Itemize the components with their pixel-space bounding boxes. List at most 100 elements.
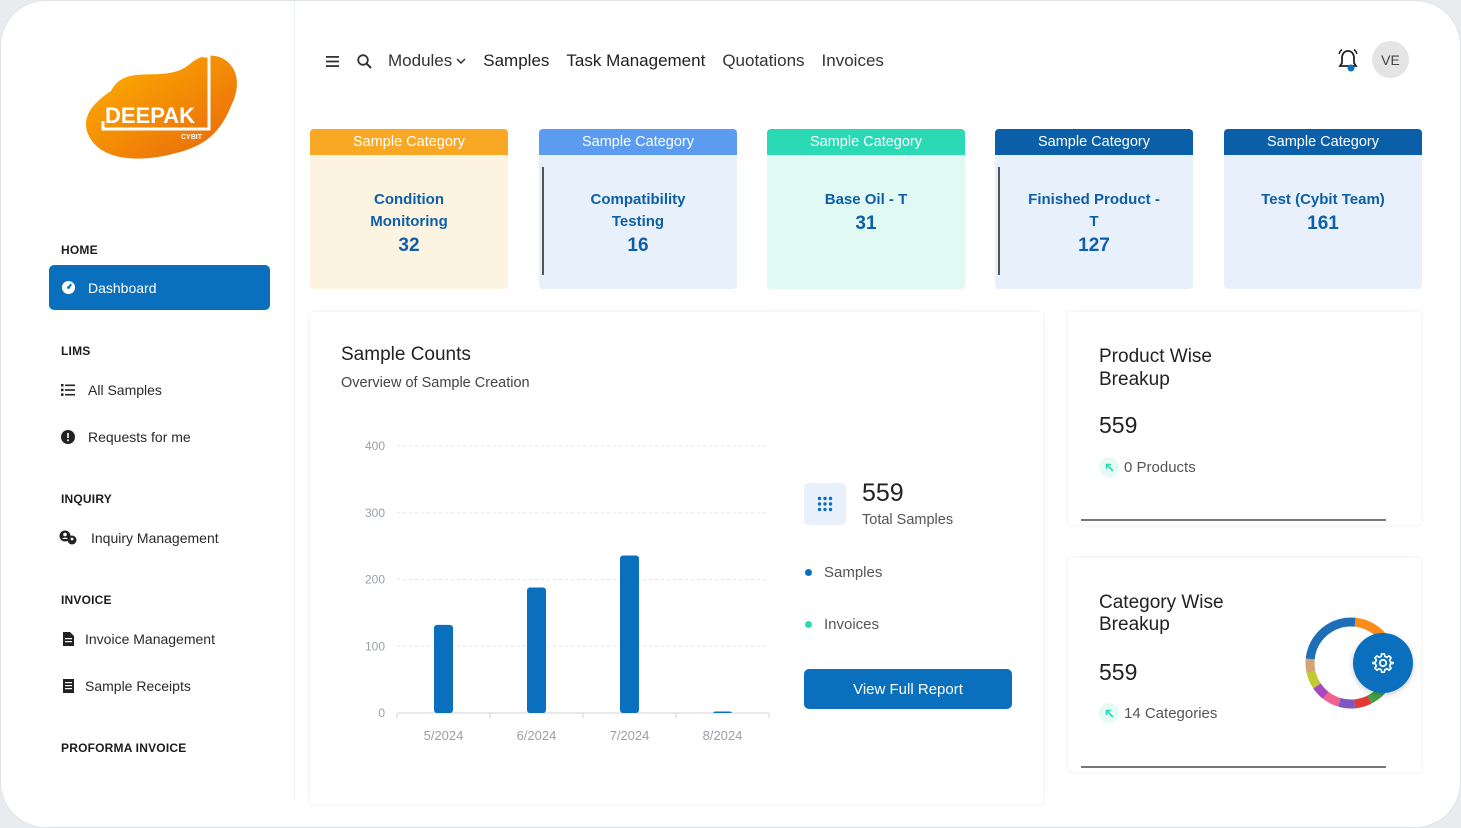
sidebar-item-label: All Samples [88,381,162,398]
section-inquiry: INQUIRY [61,492,112,506]
category-card[interactable]: Sample Category Compatibility Testing 16 [539,129,737,289]
document-icon [59,630,77,648]
y-tick-label: 100 [365,639,385,653]
receipt-icon [59,677,77,695]
section-lims: LIMS [61,344,91,358]
nav-modules-label: Modules [388,51,453,70]
category-count: 14 Categories [1099,703,1217,723]
hamburger-icon[interactable] [326,55,339,67]
nav-task-management[interactable]: Task Management [566,51,706,70]
product-breakup-total: 559 [1099,412,1138,438]
section-home: HOME [61,243,98,257]
category-card[interactable]: Sample Category Test (Cybit Team) 161 [1224,129,1422,289]
product-count: 0 Products [1099,457,1196,477]
x-tick-label: 6/2024 [517,728,557,743]
arrow-up-left-icon [1099,457,1119,477]
bar [434,624,453,713]
category-name: Base Oil - T [824,191,908,208]
category-name: Condition Monitoring [370,191,448,230]
category-count: 32 [398,235,420,256]
chat-users-icon [59,529,77,547]
legend-label: Invoices [824,616,880,633]
y-tick-label: 200 [365,573,385,587]
category-name: Finished Product - T [1028,191,1160,230]
list-icon [59,381,77,399]
user-avatar[interactable]: VE [1372,41,1409,78]
card-header: Sample Category [995,129,1193,155]
y-tick-label: 300 [365,506,385,520]
bar [527,587,546,713]
sidebar-item-label: Inquiry Management [91,529,219,546]
category-card[interactable]: Sample Category Base Oil - T 31 [767,129,965,289]
gear-icon [1372,653,1394,673]
legend-invoices: Invoices [805,616,879,633]
y-tick-label: 0 [378,706,385,720]
y-tick-label: 400 [365,439,385,453]
category-count: 16 [627,235,649,256]
sidebar-item-sample-receipts[interactable]: Sample Receipts [49,663,270,708]
card-header: Sample Category [1224,129,1422,155]
category-count: 127 [1078,235,1110,256]
category-breakup-title: Category Wise Breakup [1099,592,1224,635]
x-tick-label: 5/2024 [424,728,464,743]
donut-segment [1354,695,1372,709]
sidebar-item-inquiry-management[interactable]: Inquiry Management [49,515,270,560]
category-count-label: 14 Categories [1124,704,1218,722]
sidebar-item-label: Sample Receipts [85,677,191,694]
legend-dot [805,569,812,576]
settings-gear-button[interactable] [1353,633,1413,693]
sidebar-item-invoice-management[interactable]: Invoice Management [49,616,270,661]
product-breakup-title: Product Wise Breakup [1099,346,1212,390]
dashboard-icon [59,279,77,297]
sidebar-item-requests-for-me[interactable]: Requests for me [49,414,270,459]
category-name: Compatibility Testing [590,191,686,230]
nav-modules-dropdown[interactable]: Modules [388,51,466,71]
product-progress-line [1081,519,1386,521]
top-navbar: Modules Samples Task Management Quotatio… [326,41,901,81]
deepak-cybit-logo[interactable]: DEEPAK CYBIT [81,51,241,166]
donut-segment [1313,683,1329,699]
card-header: Sample Category [310,129,508,155]
donut-segment [1305,617,1356,660]
category-progress-line [1081,766,1386,768]
sidebar-item-label: Requests for me [88,428,191,445]
sidebar-item-label: Invoice Management [85,630,215,647]
total-samples-value: 559 [862,479,904,507]
sidebar-item-all-samples[interactable]: All Samples [49,367,270,412]
section-invoice: INVOICE [61,593,112,607]
section-proforma-invoice: PROFORMA INVOICE [61,741,187,755]
sample-bar-chart: 0 100 200 300 400 5/2024 6/2024 7/2024 8/2024 [365,439,770,743]
sample-counts-panel [310,312,1043,804]
legend-dot [805,621,812,628]
view-full-report-button[interactable]: View Full Report [804,669,1012,709]
product-count-label: 0 Products [1124,458,1196,476]
product-breakup-panel [1068,312,1421,525]
svg-text:CYBIT: CYBIT [181,134,203,141]
alert-circle-icon [59,428,77,446]
sidebar-item-dashboard[interactable]: Dashboard [49,265,270,310]
donut-segment [1305,658,1316,673]
category-name: Test (Cybit Team) [1261,191,1385,208]
sample-counts-title: Sample Counts [341,344,471,365]
arrow-up-left-icon [1099,703,1119,723]
donut-segment [1306,670,1321,689]
legend-label: Samples [824,564,883,581]
sidebar: DEEPAK CYBIT HOME Dashboard LIMS All Sam… [1,1,295,801]
category-card[interactable]: Sample Category Condition Monitoring 32 [310,129,508,289]
card-divider [998,167,1000,275]
sample-counts-subtitle: Overview of Sample Creation [341,375,530,391]
category-card[interactable]: Sample Category Finished Product - T 127 [995,129,1193,289]
svg-text:DEEPAK: DEEPAK [105,103,195,128]
notification-bell-icon[interactable] [1337,48,1359,72]
bar [620,555,639,713]
nav-samples[interactable]: Samples [483,51,550,70]
bar [713,711,732,713]
category-count: 161 [1307,213,1339,234]
chevron-down-icon [456,58,466,64]
nav-quotations[interactable]: Quotations [722,51,805,70]
search-icon[interactable] [357,53,372,69]
nav-invoices[interactable]: Invoices [821,51,884,70]
total-samples-label: Total Samples [862,512,954,528]
card-header: Sample Category [767,129,965,155]
